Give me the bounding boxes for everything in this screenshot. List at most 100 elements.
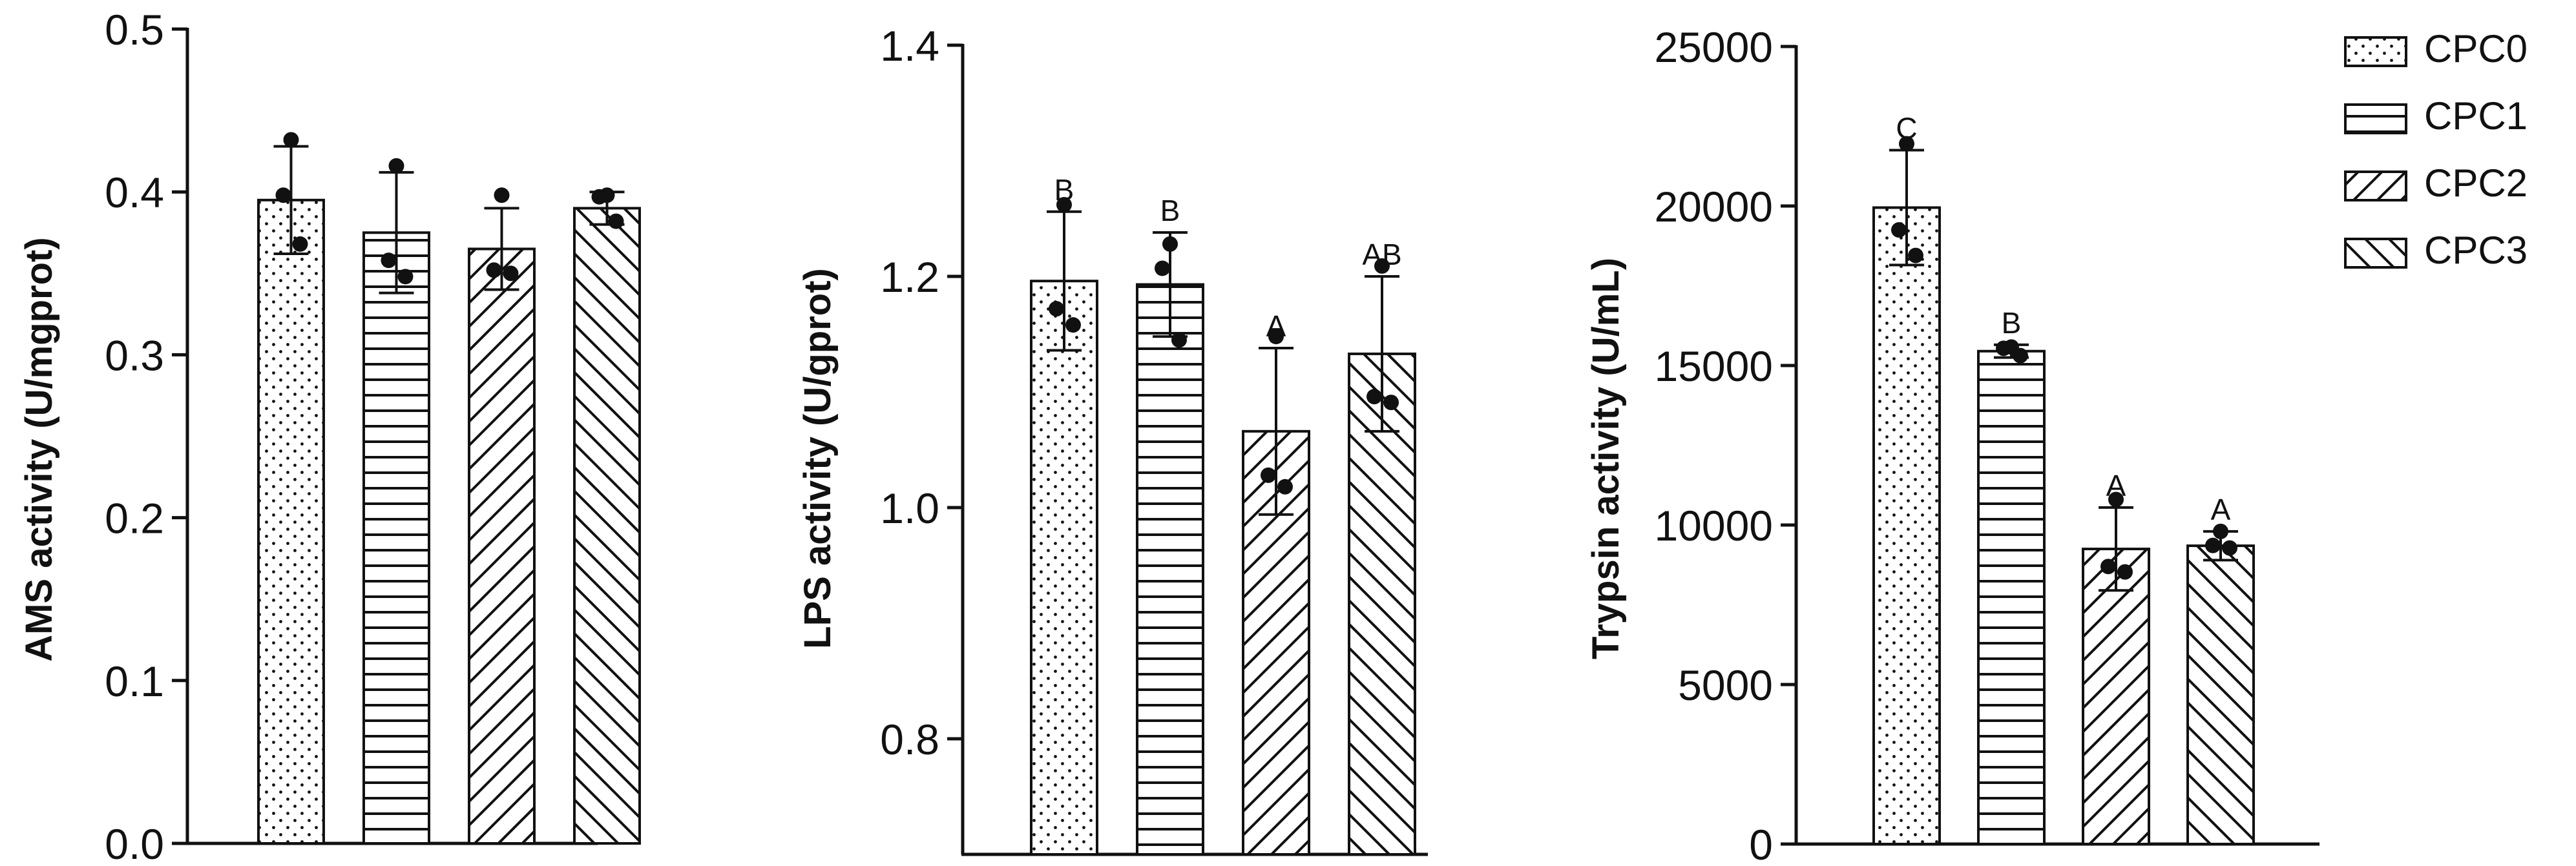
ams-activity-chart: 0.0 0.1 0.2 0.3 0.4 0.5 AMS activity (U/mgprot… [18,6,641,866]
data-point [397,269,414,285]
y-tick-label: 10000 [1654,502,1773,550]
bar-cpc3 [2186,544,2255,845]
lps-activity-chart: 0.8 1.0 1.2 1.4 LPS activity (U/gprot) B B A AB [797,22,1428,856]
y-tick-label: 1.0 [880,484,939,532]
data-point [2100,559,2116,575]
data-point [275,187,291,203]
data-point [2108,491,2124,508]
data-point [1891,222,1907,238]
bar-cpc1 [1977,349,2046,845]
y-tick-label: 0.1 [105,657,164,705]
bar-cpc0 [1030,280,1098,856]
data-point [1162,236,1178,252]
bar-group-cpc3: AB [1348,238,1416,856]
legend-item-cpc1: CPC1 [2344,94,2528,138]
y-tick-label: 0.4 [105,169,164,216]
data-point [1056,197,1072,213]
significance-letter: B [1160,194,1180,227]
data-point [1908,247,1923,263]
bar-group-cpc2: A [1242,309,1310,856]
data-point [486,262,502,278]
bar-group-cpc1 [362,158,430,845]
bar-cpc0 [1872,206,1941,846]
bar-group-cpc0: C [1872,112,1941,846]
significance-letter: AB [1362,238,1401,271]
data-point [591,189,607,205]
significance-letter: A [2211,493,2231,526]
legend-item-cpc0: CPC0 [2344,27,2528,70]
y-tick-label: 0.2 [105,495,164,542]
trypsin-activity-chart: 0 5000 10000 15000 20000 25000 Trypsin activit… [1585,23,2319,866]
data-point [1277,479,1293,495]
legend-item-cpc2: CPC2 [2344,161,2528,205]
data-point [1261,467,1276,483]
legend-label: CPC2 [2424,161,2528,205]
data-point [608,213,624,229]
significance-letter: B [2002,306,2022,340]
bar-group-cpc2: A [2082,469,2150,845]
legend-swatch-cpc0 [2344,36,2407,67]
bar-cpc2 [2082,548,2150,845]
y-tick-label: 0.5 [105,6,164,54]
bar-cpc1 [362,231,430,845]
bar-cpc3 [573,207,641,845]
data-point [1383,395,1399,411]
bar-cpc3 [1348,352,1416,856]
data-point [1268,329,1284,345]
legend-item-cpc3: CPC3 [2344,229,2528,272]
data-point [1367,389,1382,405]
legend-swatch-cpc3 [2344,238,2407,269]
data-point [283,132,299,148]
data-point [2222,540,2237,556]
data-point [1049,301,1064,317]
chart-legend: CPC0 CPC1 CPC2 CPC3 [2344,27,2528,272]
y-tick-label: 0.3 [105,331,164,379]
bar-group-cpc1: B [1977,306,2046,845]
data-point [292,236,308,252]
data-point [388,158,404,174]
y-tick-label: 5000 [1678,661,1773,709]
bar-group-cpc0: B [1030,173,1098,856]
data-point [1374,258,1390,274]
legend-swatch-cpc1 [2344,103,2407,134]
legend-label: CPC0 [2424,27,2528,70]
legend-swatch-cpc2 [2344,170,2407,201]
bar-group-cpc1: B [1136,194,1204,856]
significance-letter: A [1266,309,1286,343]
y-axis-title: LPS activity (U/gprot) [797,268,839,649]
y-tick-label: 1.2 [880,253,939,301]
data-point [2205,537,2221,553]
y-tick-label: 20000 [1654,183,1773,231]
data-point [1996,340,2011,356]
bar-group-cpc3: A [2186,493,2255,845]
y-axis-title: AMS activity (U/mgprot) [18,237,60,661]
significance-letter: B [1054,173,1074,207]
data-point [1899,136,1914,152]
y-tick-label: 0.8 [880,716,939,763]
data-point [381,253,397,269]
significance-letter: C [1896,112,1917,145]
bar-cpc2 [468,247,536,845]
data-point [1171,332,1187,348]
bar-group-cpc2 [468,187,536,845]
bar-group-cpc0 [257,132,325,845]
data-point [2117,564,2133,580]
y-axis-title: Trypsin activity (U/mL) [1585,258,1627,659]
legend-label: CPC1 [2424,94,2528,138]
y-tick-label: 0 [1749,821,1773,866]
data-point [1065,317,1081,333]
bar-cpc0 [257,198,325,845]
data-point [503,265,519,282]
y-tick-label: 25000 [1654,23,1773,71]
legend-label: CPC3 [2424,229,2528,272]
data-point [494,187,510,203]
y-tick-label: 15000 [1654,342,1773,390]
data-point [1155,260,1170,276]
significance-letter: A [2106,469,2126,502]
data-point [2213,523,2228,539]
bar-cpc1 [1136,283,1204,856]
y-tick-label: 0.0 [105,820,164,866]
bar-group-cpc3 [573,187,641,845]
data-point [2013,347,2028,364]
